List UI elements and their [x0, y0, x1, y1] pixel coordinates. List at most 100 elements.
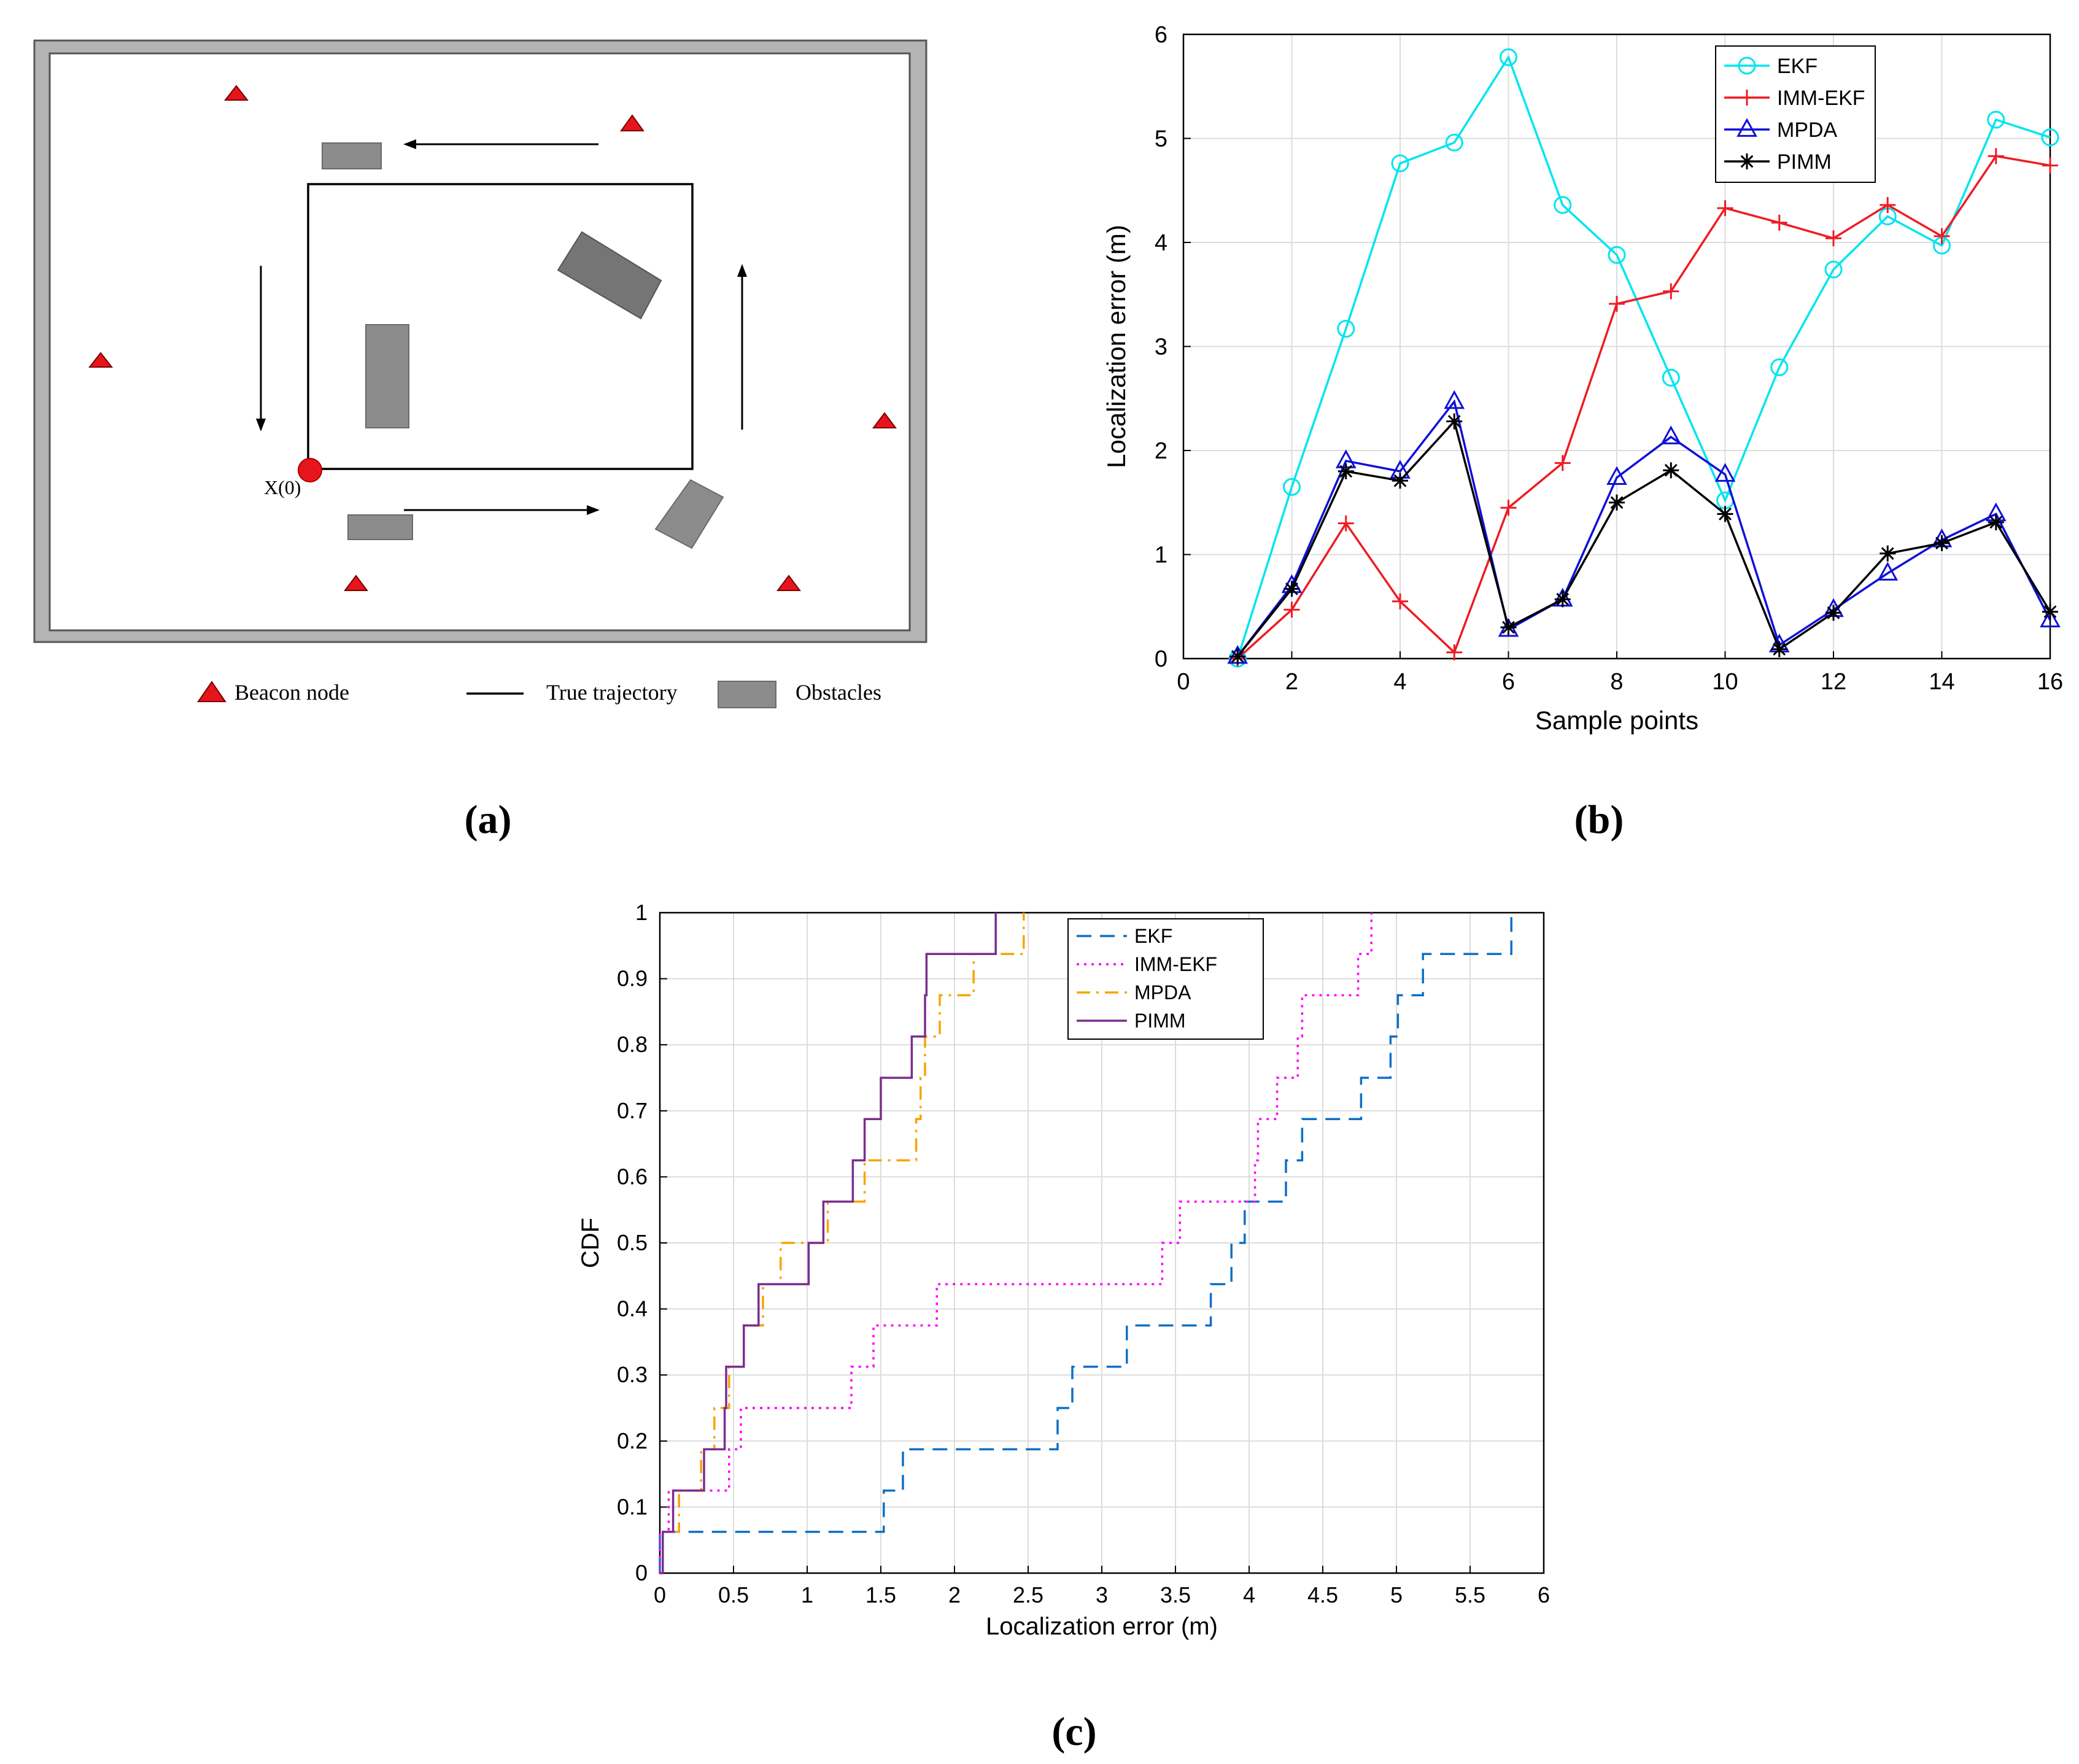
data-point — [1988, 148, 2004, 164]
data-point — [1662, 368, 1680, 387]
data-point — [1392, 593, 1408, 609]
data-point — [1714, 463, 1736, 482]
cdf-step-pimm — [660, 913, 997, 1574]
trajectory-arrow — [737, 264, 747, 430]
x-tick-label: 5 — [1390, 1582, 1403, 1607]
x-axis-label: Sample points — [1535, 706, 1698, 735]
legend-label: PIMM — [1777, 150, 1832, 174]
data-point — [2042, 603, 2058, 620]
y-axis-label: CDF — [577, 1218, 604, 1268]
data-point — [1338, 515, 1354, 532]
x-tick-label: 4 — [1393, 669, 1406, 695]
series-line — [1237, 155, 2051, 660]
beacon-node-icon — [776, 574, 801, 591]
legend-obstacle-label: Obstacles — [796, 680, 881, 705]
data-point — [1877, 562, 1899, 581]
data-point — [1739, 90, 1755, 106]
x-tick-label: 4.5 — [1307, 1582, 1338, 1607]
x-tick-label: 10 — [1712, 669, 1738, 695]
legend-beacon-icon — [197, 681, 226, 702]
data-point — [1660, 425, 1682, 444]
data-point — [1500, 619, 1517, 636]
x-tick-label: 1.5 — [865, 1582, 896, 1607]
beacon-node-icon — [344, 574, 368, 591]
data-point — [1283, 478, 1301, 496]
x-tick-label: 6 — [1538, 1582, 1550, 1607]
y-tick-label: 3 — [1155, 335, 1167, 360]
x-tick-label: 0 — [1177, 669, 1190, 695]
trajectory-arrow — [256, 266, 266, 431]
data-point — [1337, 320, 1355, 338]
data-point — [1446, 644, 1463, 660]
data-point — [1338, 463, 1354, 479]
data-point — [1824, 260, 1843, 279]
legend-label: MPDA — [1777, 118, 1838, 142]
plot-frame — [1182, 33, 2051, 660]
data-point — [1934, 228, 1950, 244]
data-point — [1608, 246, 1626, 264]
start-point — [298, 458, 322, 482]
data-point — [1554, 591, 1571, 608]
y-tick-label: 0.4 — [617, 1296, 648, 1321]
data-point — [1771, 641, 1787, 657]
legend-label: PIMM — [1134, 1010, 1186, 1032]
legend-label: IMM-EKF — [1134, 953, 1217, 975]
data-point — [1391, 154, 1409, 172]
legend-box — [1715, 45, 1876, 183]
scene-diagram: X(0) Beacon node True trajectory Obstacl… — [33, 39, 927, 708]
data-point — [1609, 296, 1625, 312]
data-point — [1444, 390, 1465, 409]
beacon-node-icon — [223, 85, 249, 101]
data-point — [1770, 358, 1789, 376]
beacon-node-icon — [872, 412, 897, 428]
obstacle — [654, 479, 724, 549]
data-point — [1987, 110, 2005, 129]
data-point — [1229, 648, 1246, 665]
y-axis-label: Localization error (m) — [1102, 225, 1131, 468]
obstacle — [365, 324, 409, 428]
beacon-node-icon — [620, 114, 645, 131]
x-tick-label: 8 — [1610, 669, 1623, 695]
y-tick-label: 2 — [1155, 438, 1167, 464]
legend-label: EKF — [1134, 925, 1172, 947]
trajectory-arrow — [403, 139, 598, 149]
data-point — [1606, 466, 1627, 485]
y-tick-label: 0 — [635, 1560, 648, 1585]
y-tick-label: 0.1 — [617, 1494, 648, 1519]
x-tick-label: 14 — [1929, 669, 1954, 695]
cdf-step-mpda — [660, 913, 1025, 1574]
plot-frame — [659, 911, 1545, 1574]
trajectory-rectangle — [307, 183, 694, 470]
panel-label-a: (a) — [465, 797, 512, 842]
legend-label: IMM-EKF — [1777, 87, 1865, 110]
data-point — [1934, 535, 1950, 551]
data-point — [1283, 581, 1300, 597]
y-tick-label: 0.5 — [617, 1230, 648, 1255]
y-tick-label: 0.9 — [617, 966, 648, 991]
data-point — [1554, 196, 1572, 214]
y-tick-label: 4 — [1155, 230, 1167, 256]
data-point — [1446, 413, 1463, 430]
y-tick-label: 0.2 — [617, 1428, 648, 1453]
legend-obstacle-swatch — [718, 681, 776, 708]
obstacle — [347, 514, 413, 540]
x-tick-label: 2.5 — [1013, 1582, 1043, 1607]
trajectory-arrow — [404, 505, 600, 515]
legend-box — [1067, 918, 1264, 1040]
cdf-chart: 0 0.5 1 1.5 2 2.5 3 3.5 4 4.5 5 5.5 6 0 0.1 0.2 0.3 0.4 0.… — [577, 900, 1550, 1640]
data-point — [1500, 500, 1517, 516]
data-point — [1736, 118, 1757, 137]
y-tick-label: 0.3 — [617, 1362, 648, 1387]
data-point — [1717, 200, 1733, 217]
data-point — [1663, 283, 1679, 300]
x-tick-label: 4 — [1243, 1582, 1255, 1607]
y-tick-label: 5 — [1155, 126, 1167, 152]
legend-beacon-label: Beacon node — [234, 680, 349, 705]
data-point — [1392, 473, 1408, 489]
series-line — [1236, 419, 2051, 657]
data-point — [1739, 153, 1755, 169]
x-tick-label: 2 — [948, 1582, 961, 1607]
legend-label: EKF — [1777, 55, 1818, 78]
data-point — [1554, 455, 1571, 471]
